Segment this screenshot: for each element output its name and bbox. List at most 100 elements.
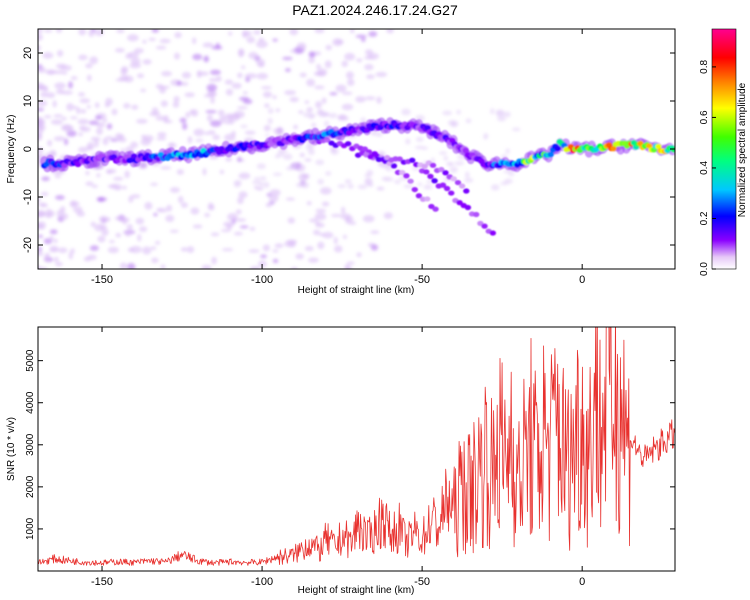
spectrogram-noise-blob <box>456 109 461 115</box>
spectrogram-noise-blob <box>53 256 59 263</box>
spectrogram-noise-blob <box>348 221 357 225</box>
snr-x-label: Height of straight line (km) <box>298 585 415 596</box>
spectrogram-noise-blob <box>38 146 44 154</box>
spectrogram-noise-blob <box>237 106 248 110</box>
spectrogram-noise-blob <box>137 234 142 242</box>
spectrogram-secondary-blob <box>367 154 374 160</box>
spectrogram-noise-blob <box>265 134 270 138</box>
spectrogram-noise-blob <box>376 96 382 104</box>
spectrogram-noise-blob <box>119 217 130 223</box>
x-tick-label: 0 <box>579 576 585 588</box>
spectrogram-noise-blob <box>269 189 281 197</box>
spectrogram-noise-blob <box>208 78 218 82</box>
spectrogram-noise-blob <box>156 208 163 212</box>
spectrogram-panel: -150 -100 -50 0 20 10 0 -10 -20 Height of strai… <box>6 28 676 296</box>
spectrogram-noise-blob <box>304 100 310 104</box>
spectrogram-x-label: Height of straight line (km) <box>298 285 415 296</box>
spectrogram-noise-blob <box>312 229 321 236</box>
spectrogram-noise-blob <box>50 119 63 125</box>
spectrogram-noise-blob <box>411 166 420 171</box>
spectrogram-noise-blob <box>219 169 225 175</box>
spectrogram-noise-blob <box>55 195 65 201</box>
spectrogram-noise-blob <box>187 136 193 144</box>
spectrogram-noise-blob <box>239 225 249 229</box>
spectrogram-noise-blob <box>193 128 205 137</box>
spectrogram-noise-blob <box>238 172 251 180</box>
spectrogram-secondary-blob <box>361 146 369 152</box>
spectrogram-noise-blob <box>76 211 85 217</box>
spectrogram-noise-blob <box>248 249 260 253</box>
spectrogram-noise-blob <box>315 222 325 228</box>
spectrogram-noise-blob <box>342 234 347 239</box>
spectrogram-noise-blob <box>370 230 380 234</box>
spectrogram-noise-blob <box>361 37 366 43</box>
spectrogram-noise-blob <box>220 228 232 233</box>
snr-x-ticks: -150 -100 -50 0 <box>91 327 585 588</box>
spectrogram-noise-blob <box>226 223 233 230</box>
spectrogram-noise-blob <box>421 146 429 150</box>
spectrogram-noise-blob <box>237 48 245 57</box>
spectrogram-noise-blob <box>245 73 257 79</box>
spectrogram-noise-blob <box>127 34 139 42</box>
spectrogram-noise-blob <box>329 92 338 96</box>
spectrogram-noise-blob <box>242 91 248 95</box>
spectrogram-noise-blob <box>128 195 134 203</box>
spectrogram-noise-blob <box>96 127 103 135</box>
spectrogram-noise-blob <box>38 196 41 203</box>
spectrogram-noise-blob <box>267 117 273 125</box>
spectrogram-noise-blob <box>363 55 375 60</box>
spectrogram-noise-blob <box>119 75 129 82</box>
spectrogram-noise-blob <box>115 232 122 238</box>
spectrogram-noise-blob <box>178 195 184 204</box>
spectrogram-noise-blob <box>63 138 69 146</box>
spectrogram-noise-blob <box>210 96 215 104</box>
spectrogram-noise-blob <box>272 258 279 264</box>
spectrogram-noise-blob <box>113 176 124 181</box>
spectrogram-noise-blob <box>231 130 236 137</box>
spectrogram-noise-blob <box>345 71 354 80</box>
spectrogram-noise-blob <box>105 136 114 140</box>
spectrogram-noise-blob <box>367 183 374 188</box>
spectrogram-noise-blob <box>66 130 77 137</box>
spectrogram-noise-blob <box>306 78 316 87</box>
spectrogram-noise-blob <box>155 45 167 50</box>
spectrogram-noise-blob <box>121 185 128 190</box>
spectrogram-noise-blob <box>318 110 326 118</box>
spectrogram-noise-blob <box>237 196 244 205</box>
spectrogram-noise-blob <box>114 48 125 53</box>
spectrogram-noise-blob <box>190 207 200 215</box>
spectrogram-noise-blob <box>116 29 125 34</box>
spectrogram-noise-blob <box>68 251 74 260</box>
spectrogram-y-label: Frequency (Hz) <box>6 115 17 184</box>
spectrogram-noise-blob <box>210 120 222 127</box>
spectrogram-noise-blob <box>139 226 148 233</box>
spectrogram-noise-blob <box>126 224 133 231</box>
spectrogram-noise-blob <box>257 62 265 68</box>
spectrogram-noise-blob <box>335 84 347 93</box>
spectrogram-noise-blob <box>375 131 383 137</box>
spectrogram-noise-blob <box>202 42 214 48</box>
spectrogram-noise-blob <box>260 176 267 181</box>
spectrogram-noise-blob <box>308 114 315 120</box>
spectrogram-secondary-blob <box>439 182 447 188</box>
spectrogram-noise-blob <box>40 91 48 98</box>
spectrogram-secondary-blob <box>473 211 480 218</box>
spectrogram-noise-blob <box>165 214 175 223</box>
spectrogram-noise-blob <box>272 38 278 42</box>
spectrogram-noise-blob <box>314 212 327 221</box>
spectrogram-noise-blob <box>124 170 130 179</box>
colorbar-tick-label: 0.6 <box>699 110 710 124</box>
spectrogram-noise-blob <box>94 102 100 109</box>
spectrogram-noise-blob <box>225 157 233 162</box>
spectrogram-noise-blob <box>169 229 179 233</box>
spectrogram-noise-blob <box>134 47 144 54</box>
spectrogram-noise-blob <box>508 172 515 177</box>
spectrogram-secondary-blob <box>421 163 428 169</box>
spectrogram-noise-blob <box>265 202 272 208</box>
spectrogram-noise-blob <box>340 206 346 215</box>
spectrogram-noise-blob <box>337 184 346 189</box>
spectrogram-noise-blob <box>344 216 354 222</box>
y-tick-label: -10 <box>22 189 34 205</box>
spectrogram-noise-blob <box>207 130 216 135</box>
spectrogram-noise-blob <box>430 157 435 164</box>
